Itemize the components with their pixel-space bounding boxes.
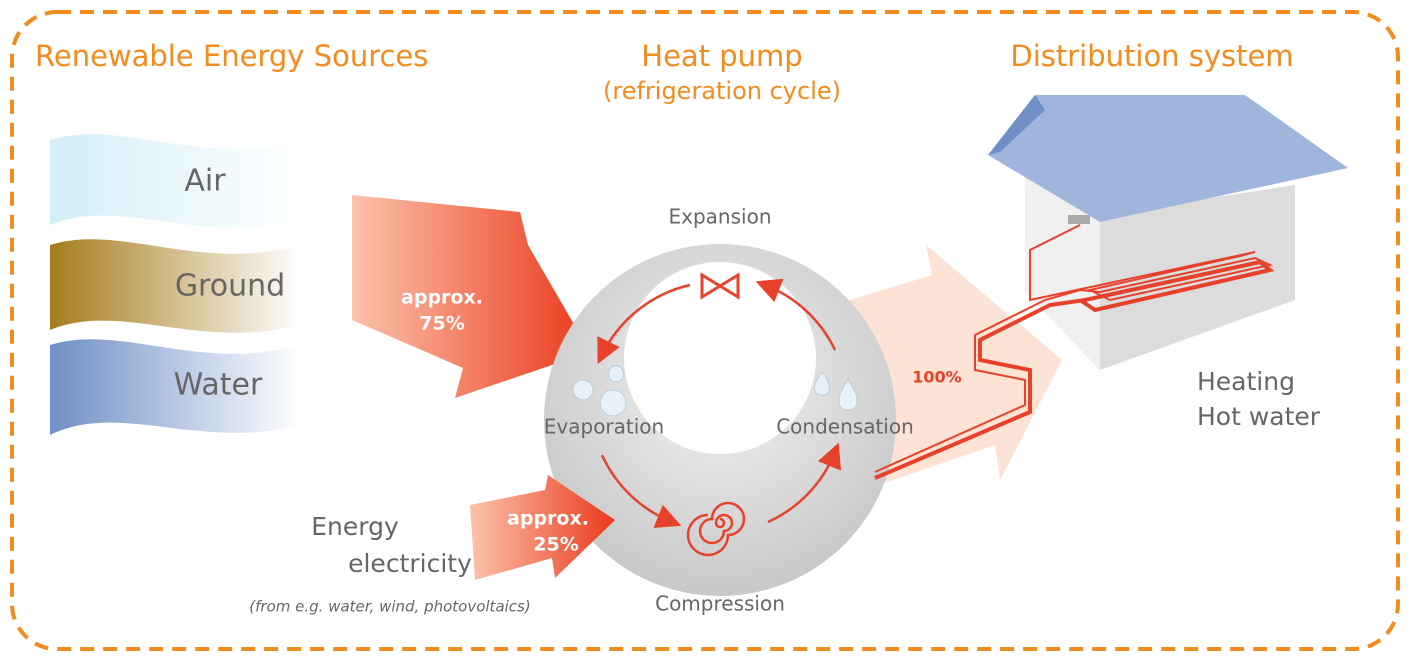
flow-label: 25% — [533, 534, 578, 556]
source-label: Water — [174, 368, 263, 403]
pump-subtitle: (refrigeration cycle) — [603, 77, 841, 105]
cycle-arrow — [600, 454, 682, 529]
ring-hole — [624, 262, 816, 454]
flow-label: approx. — [401, 287, 483, 309]
source-label: Air — [184, 164, 226, 199]
stage-label: Compression — [655, 592, 785, 616]
output-arrow — [850, 245, 1062, 488]
cycle-arrow — [767, 442, 842, 524]
use-label: Heating — [1197, 367, 1295, 396]
cycle-arrow — [597, 283, 691, 364]
output-label: 100% — [912, 368, 961, 387]
renewable-arrow — [352, 195, 590, 398]
house-roof — [988, 95, 1348, 222]
drop-icon — [814, 371, 830, 396]
energy-note: (from e.g. water, wind, photovoltaics) — [249, 598, 530, 616]
flow-label: approx. — [507, 508, 589, 530]
air-wave — [50, 134, 300, 228]
bubble-icon — [607, 365, 625, 383]
use-label: Hot water — [1197, 402, 1321, 431]
stage-label: Condensation — [776, 415, 914, 439]
flow-label: 75% — [419, 313, 464, 335]
cycle-arrow — [755, 278, 837, 351]
spiral-icon — [686, 501, 746, 557]
roof-edge — [988, 95, 1045, 155]
stage-label: Evaporation — [544, 415, 664, 439]
stage-label: Expansion — [669, 205, 772, 229]
water-wave — [50, 339, 300, 435]
distribution-title: Distribution system — [1010, 39, 1293, 73]
bubble-icon — [599, 389, 627, 417]
bubble-icon — [572, 379, 594, 401]
energy-label: Energy — [311, 512, 399, 541]
pump-title: Heat pump — [641, 39, 802, 73]
drop-icon — [838, 379, 858, 411]
source-label: Ground — [175, 269, 285, 304]
sources-title: Renewable Energy Sources — [35, 39, 428, 73]
energy-label: electricity — [348, 549, 472, 578]
border — [10, 10, 1400, 651]
ground-wave — [50, 239, 300, 333]
pipe-line — [874, 259, 1275, 480]
electricity-arrow — [470, 475, 615, 580]
heater-box — [1068, 215, 1090, 224]
valve-icon — [700, 272, 740, 300]
